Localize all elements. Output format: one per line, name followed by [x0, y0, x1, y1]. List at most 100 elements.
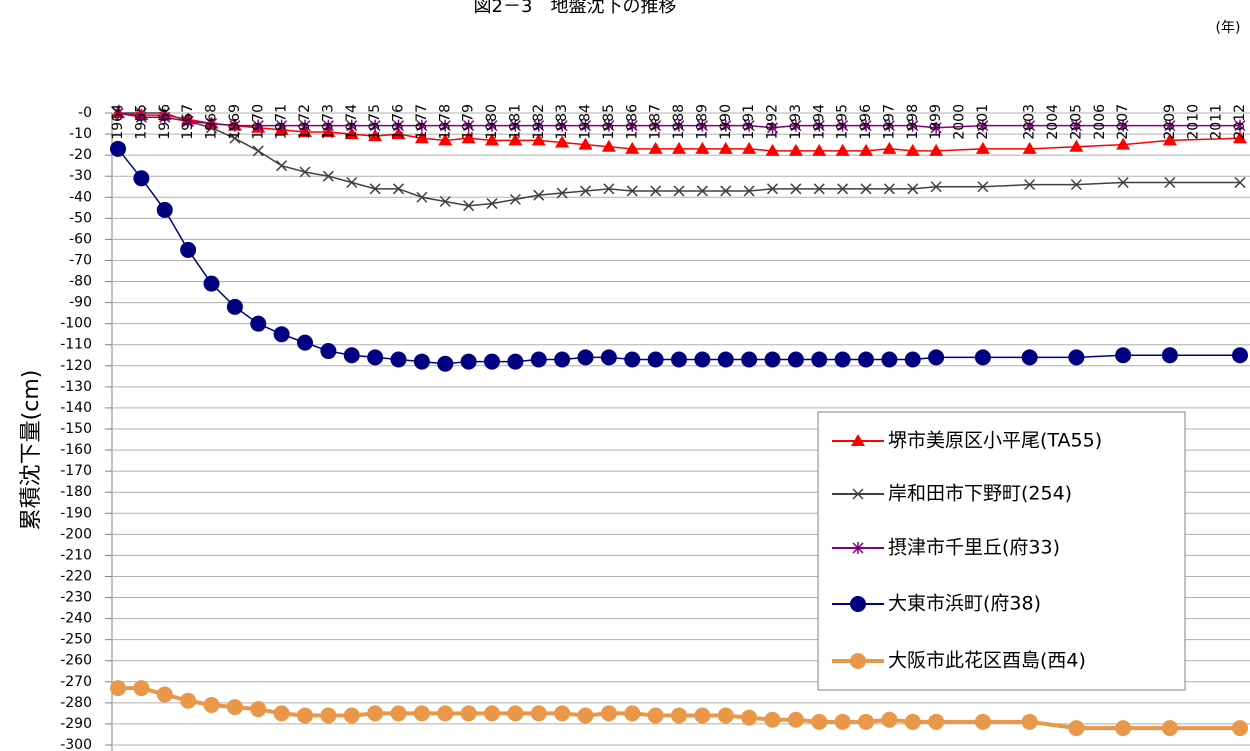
x-tick-label: 1989: [694, 104, 710, 140]
marker: [929, 143, 944, 156]
legend-label: 大東市浜町(府38): [888, 593, 1041, 615]
marker: [1232, 347, 1248, 364]
x-tick-label: 1972: [297, 104, 313, 140]
marker: [1164, 176, 1176, 189]
marker: [930, 181, 942, 193]
marker: [250, 701, 267, 718]
marker: [110, 680, 126, 697]
y-tick-label: -110: [60, 337, 92, 353]
x-tick-label: 1973: [320, 104, 336, 140]
marker: [1068, 349, 1085, 366]
y-tick-label: -170: [60, 463, 92, 479]
marker: [812, 143, 827, 156]
legend-label: 大阪市此花区酉島(西4): [888, 650, 1086, 672]
x-tick-label: 1997: [881, 104, 897, 140]
marker: [299, 119, 311, 132]
y-tick-label: -220: [60, 568, 92, 584]
marker: [507, 353, 524, 370]
marker: [813, 183, 825, 195]
series: [110, 140, 1248, 372]
x-tick-label: 1967: [180, 104, 196, 140]
marker: [437, 355, 454, 372]
x-tick-label: 1987: [648, 104, 664, 140]
marker: [977, 181, 989, 193]
marker: [1232, 720, 1248, 737]
marker: [252, 119, 264, 132]
marker: [1116, 137, 1131, 150]
marker: [718, 141, 733, 154]
x-tick-label: 2001: [975, 104, 991, 140]
y-tick-label: -240: [60, 611, 92, 627]
marker: [203, 275, 220, 292]
marker: [460, 705, 477, 722]
y-tick-label: -200: [60, 526, 92, 542]
marker: [1234, 176, 1246, 189]
marker: [110, 140, 126, 157]
marker: [742, 141, 757, 154]
marker: [182, 115, 194, 128]
marker: [486, 198, 498, 210]
marker: [790, 119, 802, 132]
marker: [1070, 119, 1082, 132]
y-tick-label: -50: [69, 210, 92, 226]
marker: [694, 707, 711, 724]
marker: [1117, 176, 1129, 189]
x-tick-label: 2009: [1162, 104, 1178, 140]
marker: [390, 351, 407, 368]
y-tick-label: -250: [60, 632, 92, 648]
x-tick-label: 1990: [718, 104, 734, 140]
x-tick-label: 1971: [274, 104, 290, 140]
x-tick-label: 1991: [741, 104, 757, 140]
x-tick-label: 1996: [858, 104, 874, 140]
marker: [787, 351, 804, 368]
marker: [764, 711, 781, 728]
x-tick-label: 2004: [1045, 104, 1061, 140]
x-tick-label: 1993: [788, 104, 804, 140]
marker: [392, 119, 405, 132]
marker: [671, 351, 687, 368]
marker: [626, 119, 638, 132]
x-tick-label: 1985: [601, 104, 617, 140]
x-tick-label: 1969: [227, 104, 243, 140]
marker: [276, 160, 288, 172]
marker: [858, 351, 874, 368]
marker: [1161, 347, 1178, 364]
marker: [484, 353, 500, 370]
marker: [297, 334, 313, 351]
marker: [764, 351, 781, 368]
marker: [647, 351, 664, 368]
series-line: [117, 112, 1240, 129]
legend-box: [817, 411, 1186, 691]
marker: [928, 349, 945, 366]
marker: [554, 351, 571, 368]
marker: [883, 183, 895, 195]
y-tick-label: -190: [60, 505, 92, 521]
x-tick-label: 2006: [1092, 104, 1108, 140]
marker: [112, 107, 124, 119]
marker: [1068, 720, 1085, 737]
marker: [883, 119, 895, 132]
legend-label: 岸和田市下野町(254): [888, 483, 1072, 505]
x-tick-label: 1981: [507, 104, 523, 140]
marker: [717, 707, 734, 724]
marker: [460, 353, 477, 370]
marker: [860, 183, 872, 195]
y-tick-label: -130: [60, 379, 92, 395]
y-tick-label: -280: [60, 695, 92, 711]
y-tick-label: -120: [60, 358, 92, 374]
marker: [554, 705, 571, 722]
marker: [907, 119, 919, 132]
marker: [205, 117, 218, 130]
marker: [367, 705, 384, 722]
marker: [508, 133, 523, 146]
y-tick-label: -140: [60, 400, 92, 416]
chart-title: 図2－3 地盤沈下の推移: [474, 0, 677, 17]
y-tick-label: -100: [60, 316, 92, 332]
marker: [486, 119, 498, 132]
marker: [556, 119, 568, 132]
marker: [322, 119, 334, 132]
marker: [484, 705, 500, 722]
marker: [343, 707, 360, 724]
marker: [250, 315, 267, 332]
y-tick-label: -30: [69, 168, 92, 184]
